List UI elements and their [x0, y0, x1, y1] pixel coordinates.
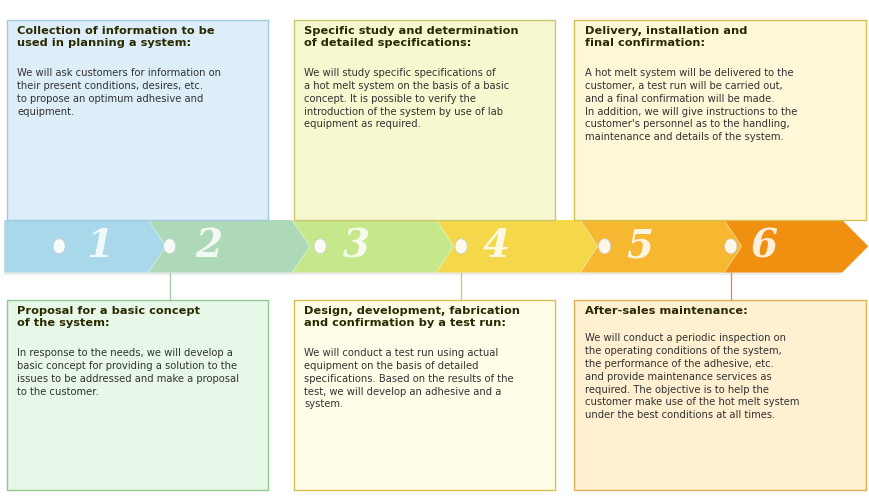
Text: Specific study and determination
of detailed specifications:: Specific study and determination of deta… — [304, 26, 519, 48]
FancyBboxPatch shape — [294, 300, 554, 490]
Text: After-sales maintenance:: After-sales maintenance: — [584, 306, 746, 316]
FancyBboxPatch shape — [294, 20, 554, 220]
Text: Collection of information to be
used in planning a system:: Collection of information to be used in … — [17, 26, 215, 48]
Polygon shape — [724, 220, 867, 272]
Text: We will conduct a test run using actual
equipment on the basis of detailed
speci: We will conduct a test run using actual … — [304, 348, 514, 410]
Ellipse shape — [314, 239, 326, 254]
Text: We will ask customers for information on
their present conditions, desires, etc.: We will ask customers for information on… — [17, 68, 221, 116]
Ellipse shape — [454, 239, 467, 254]
Ellipse shape — [163, 239, 176, 254]
Text: We will conduct a periodic inspection on
the operating conditions of the system,: We will conduct a periodic inspection on… — [584, 334, 799, 420]
Text: 2: 2 — [195, 227, 222, 265]
Polygon shape — [580, 220, 741, 272]
Text: 6: 6 — [749, 227, 777, 265]
Text: We will study specific specifications of
a hot melt system on the basis of a bas: We will study specific specifications of… — [304, 68, 509, 130]
Text: 1: 1 — [86, 227, 114, 265]
Text: Delivery, installation and
final confirmation:: Delivery, installation and final confirm… — [584, 26, 746, 48]
Text: 3: 3 — [342, 227, 370, 265]
Polygon shape — [4, 220, 165, 272]
FancyBboxPatch shape — [7, 300, 268, 490]
Text: 5: 5 — [625, 227, 653, 265]
Polygon shape — [436, 220, 597, 272]
Text: A hot melt system will be delivered to the
customer, a test run will be carried : A hot melt system will be delivered to t… — [584, 68, 796, 142]
Polygon shape — [148, 220, 309, 272]
Text: Proposal for a basic concept
of the system:: Proposal for a basic concept of the syst… — [17, 306, 200, 328]
Text: In response to the needs, we will develop a
basic concept for providing a soluti: In response to the needs, we will develo… — [17, 348, 239, 397]
Polygon shape — [4, 222, 865, 275]
Ellipse shape — [724, 239, 736, 254]
Polygon shape — [292, 220, 454, 272]
FancyBboxPatch shape — [574, 20, 865, 220]
Text: Design, development, fabrication
and confirmation by a test run:: Design, development, fabrication and con… — [304, 306, 520, 328]
FancyBboxPatch shape — [574, 300, 865, 490]
Ellipse shape — [598, 239, 610, 254]
Text: 4: 4 — [481, 227, 509, 265]
FancyBboxPatch shape — [7, 20, 268, 220]
Ellipse shape — [53, 239, 65, 254]
